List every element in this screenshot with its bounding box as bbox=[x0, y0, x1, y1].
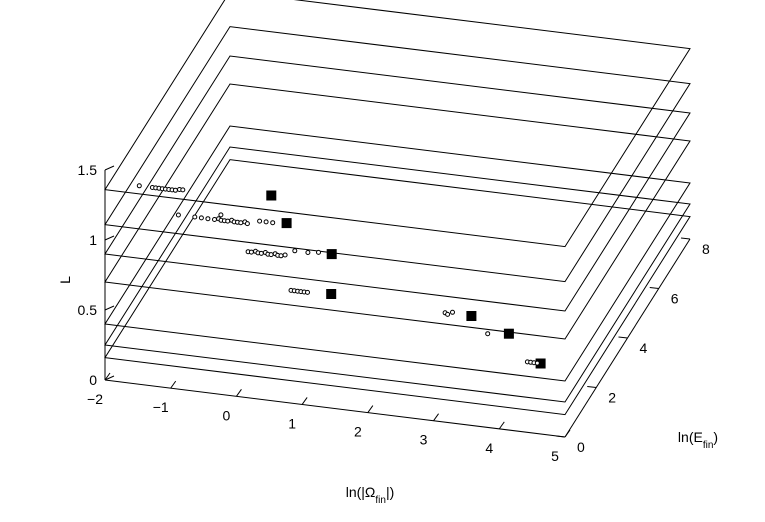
x-tick-1 bbox=[170, 380, 177, 389]
z-tick-1 bbox=[104, 305, 115, 311]
point-circle-11 bbox=[175, 212, 181, 218]
x-tick-label-5: 3 bbox=[420, 432, 428, 448]
x-axis-line bbox=[104, 379, 566, 438]
point-circle-37 bbox=[268, 252, 274, 258]
x-tick-label-0: −2 bbox=[87, 391, 103, 407]
point-square-0 bbox=[266, 190, 277, 201]
x-axis-label: ln(|Ωfin|) bbox=[346, 484, 395, 506]
x-tick-label-2: 0 bbox=[223, 407, 231, 423]
plane-3 bbox=[104, 83, 691, 340]
z-tick-label-2: 1 bbox=[89, 232, 97, 248]
z-tick-3 bbox=[104, 165, 115, 171]
z-tick-label-1: 0.5 bbox=[78, 302, 98, 318]
point-circle-29 bbox=[270, 220, 276, 226]
point-circle-28 bbox=[263, 219, 269, 225]
y-tick-2 bbox=[618, 336, 628, 339]
point-circle-43 bbox=[305, 250, 311, 255]
point-square-3 bbox=[326, 289, 337, 299]
point-circle-41 bbox=[282, 252, 288, 258]
z-tick-label-3: 1.5 bbox=[78, 162, 98, 178]
plane-1 bbox=[104, 26, 691, 283]
x-tick-label-4: 2 bbox=[354, 424, 362, 440]
point-circle-54 bbox=[485, 331, 491, 337]
plane-6 bbox=[104, 159, 691, 416]
point-square-1 bbox=[281, 218, 292, 229]
y-tick-label-2: 4 bbox=[640, 340, 648, 356]
point-circle-26 bbox=[218, 212, 224, 218]
y-tick-4 bbox=[680, 237, 691, 240]
point-circle-10 bbox=[180, 187, 186, 193]
x-tick-label-3: 1 bbox=[288, 415, 296, 431]
y-tick-label-1: 2 bbox=[608, 390, 616, 406]
x-tick-3 bbox=[301, 397, 308, 405]
x-tick-label-7: 5 bbox=[551, 448, 559, 464]
plane-0 bbox=[104, 0, 691, 248]
points-layer bbox=[136, 183, 546, 369]
x-tick-0 bbox=[104, 372, 111, 381]
point-square-5 bbox=[503, 328, 514, 339]
point-circle-27 bbox=[257, 218, 263, 224]
y-tick-label-3: 6 bbox=[671, 291, 679, 307]
point-square-4 bbox=[466, 311, 477, 321]
z-tick-label-0: 0 bbox=[89, 372, 97, 388]
x-tick-7 bbox=[564, 429, 571, 438]
plane-layer bbox=[104, 0, 691, 416]
y-tick-0 bbox=[555, 435, 566, 438]
point-circle-50 bbox=[305, 289, 310, 295]
point-circle-13 bbox=[198, 215, 204, 221]
x-tick-5 bbox=[433, 413, 439, 422]
point-circle-58 bbox=[534, 360, 540, 366]
plane-4 bbox=[104, 125, 691, 382]
y-axis-label: ln(Efin) bbox=[678, 429, 718, 451]
x-tick-label-6: 4 bbox=[485, 440, 493, 456]
point-circle-53 bbox=[450, 309, 455, 315]
labels-layer: L ln(|Ωfin|) ln(Efin) bbox=[57, 276, 718, 506]
point-circle-31 bbox=[248, 249, 254, 255]
y-tick-label-4: 8 bbox=[702, 241, 710, 257]
y-tick-label-0: 0 bbox=[577, 439, 585, 455]
point-circle-42 bbox=[292, 248, 298, 254]
point-circle-8 bbox=[172, 187, 178, 193]
point-circle-12 bbox=[192, 214, 198, 220]
point-circle-52 bbox=[445, 311, 451, 317]
y-tick-1 bbox=[587, 386, 597, 388]
plane-5 bbox=[104, 146, 691, 403]
point-circle-34 bbox=[258, 250, 264, 256]
z-tick-0 bbox=[104, 375, 115, 381]
x-tick-4 bbox=[367, 405, 374, 413]
point-circle-40 bbox=[278, 253, 284, 259]
plane-2 bbox=[104, 55, 691, 312]
point-circle-25 bbox=[244, 221, 250, 227]
z-axis-label: L bbox=[57, 276, 73, 284]
x-tick-6 bbox=[498, 421, 505, 430]
y-tick-3 bbox=[649, 287, 659, 289]
axes-layer: 0 0.5 1 1.5 −2 −1 0 1 2 3 4 5 0 2 4 6 8 bbox=[78, 162, 710, 464]
point-square-2 bbox=[326, 249, 337, 260]
point-circle-19 bbox=[225, 218, 231, 224]
point-circle-15 bbox=[212, 217, 217, 222]
point-circle-44 bbox=[316, 249, 321, 255]
x-tick-label-1: −1 bbox=[153, 399, 169, 415]
z-tick-2 bbox=[104, 235, 115, 241]
point-circle-0 bbox=[136, 183, 142, 189]
point-circle-23 bbox=[238, 220, 244, 226]
x-tick-2 bbox=[236, 388, 242, 397]
point-square-6 bbox=[535, 358, 546, 369]
point-circle-14 bbox=[205, 216, 211, 222]
